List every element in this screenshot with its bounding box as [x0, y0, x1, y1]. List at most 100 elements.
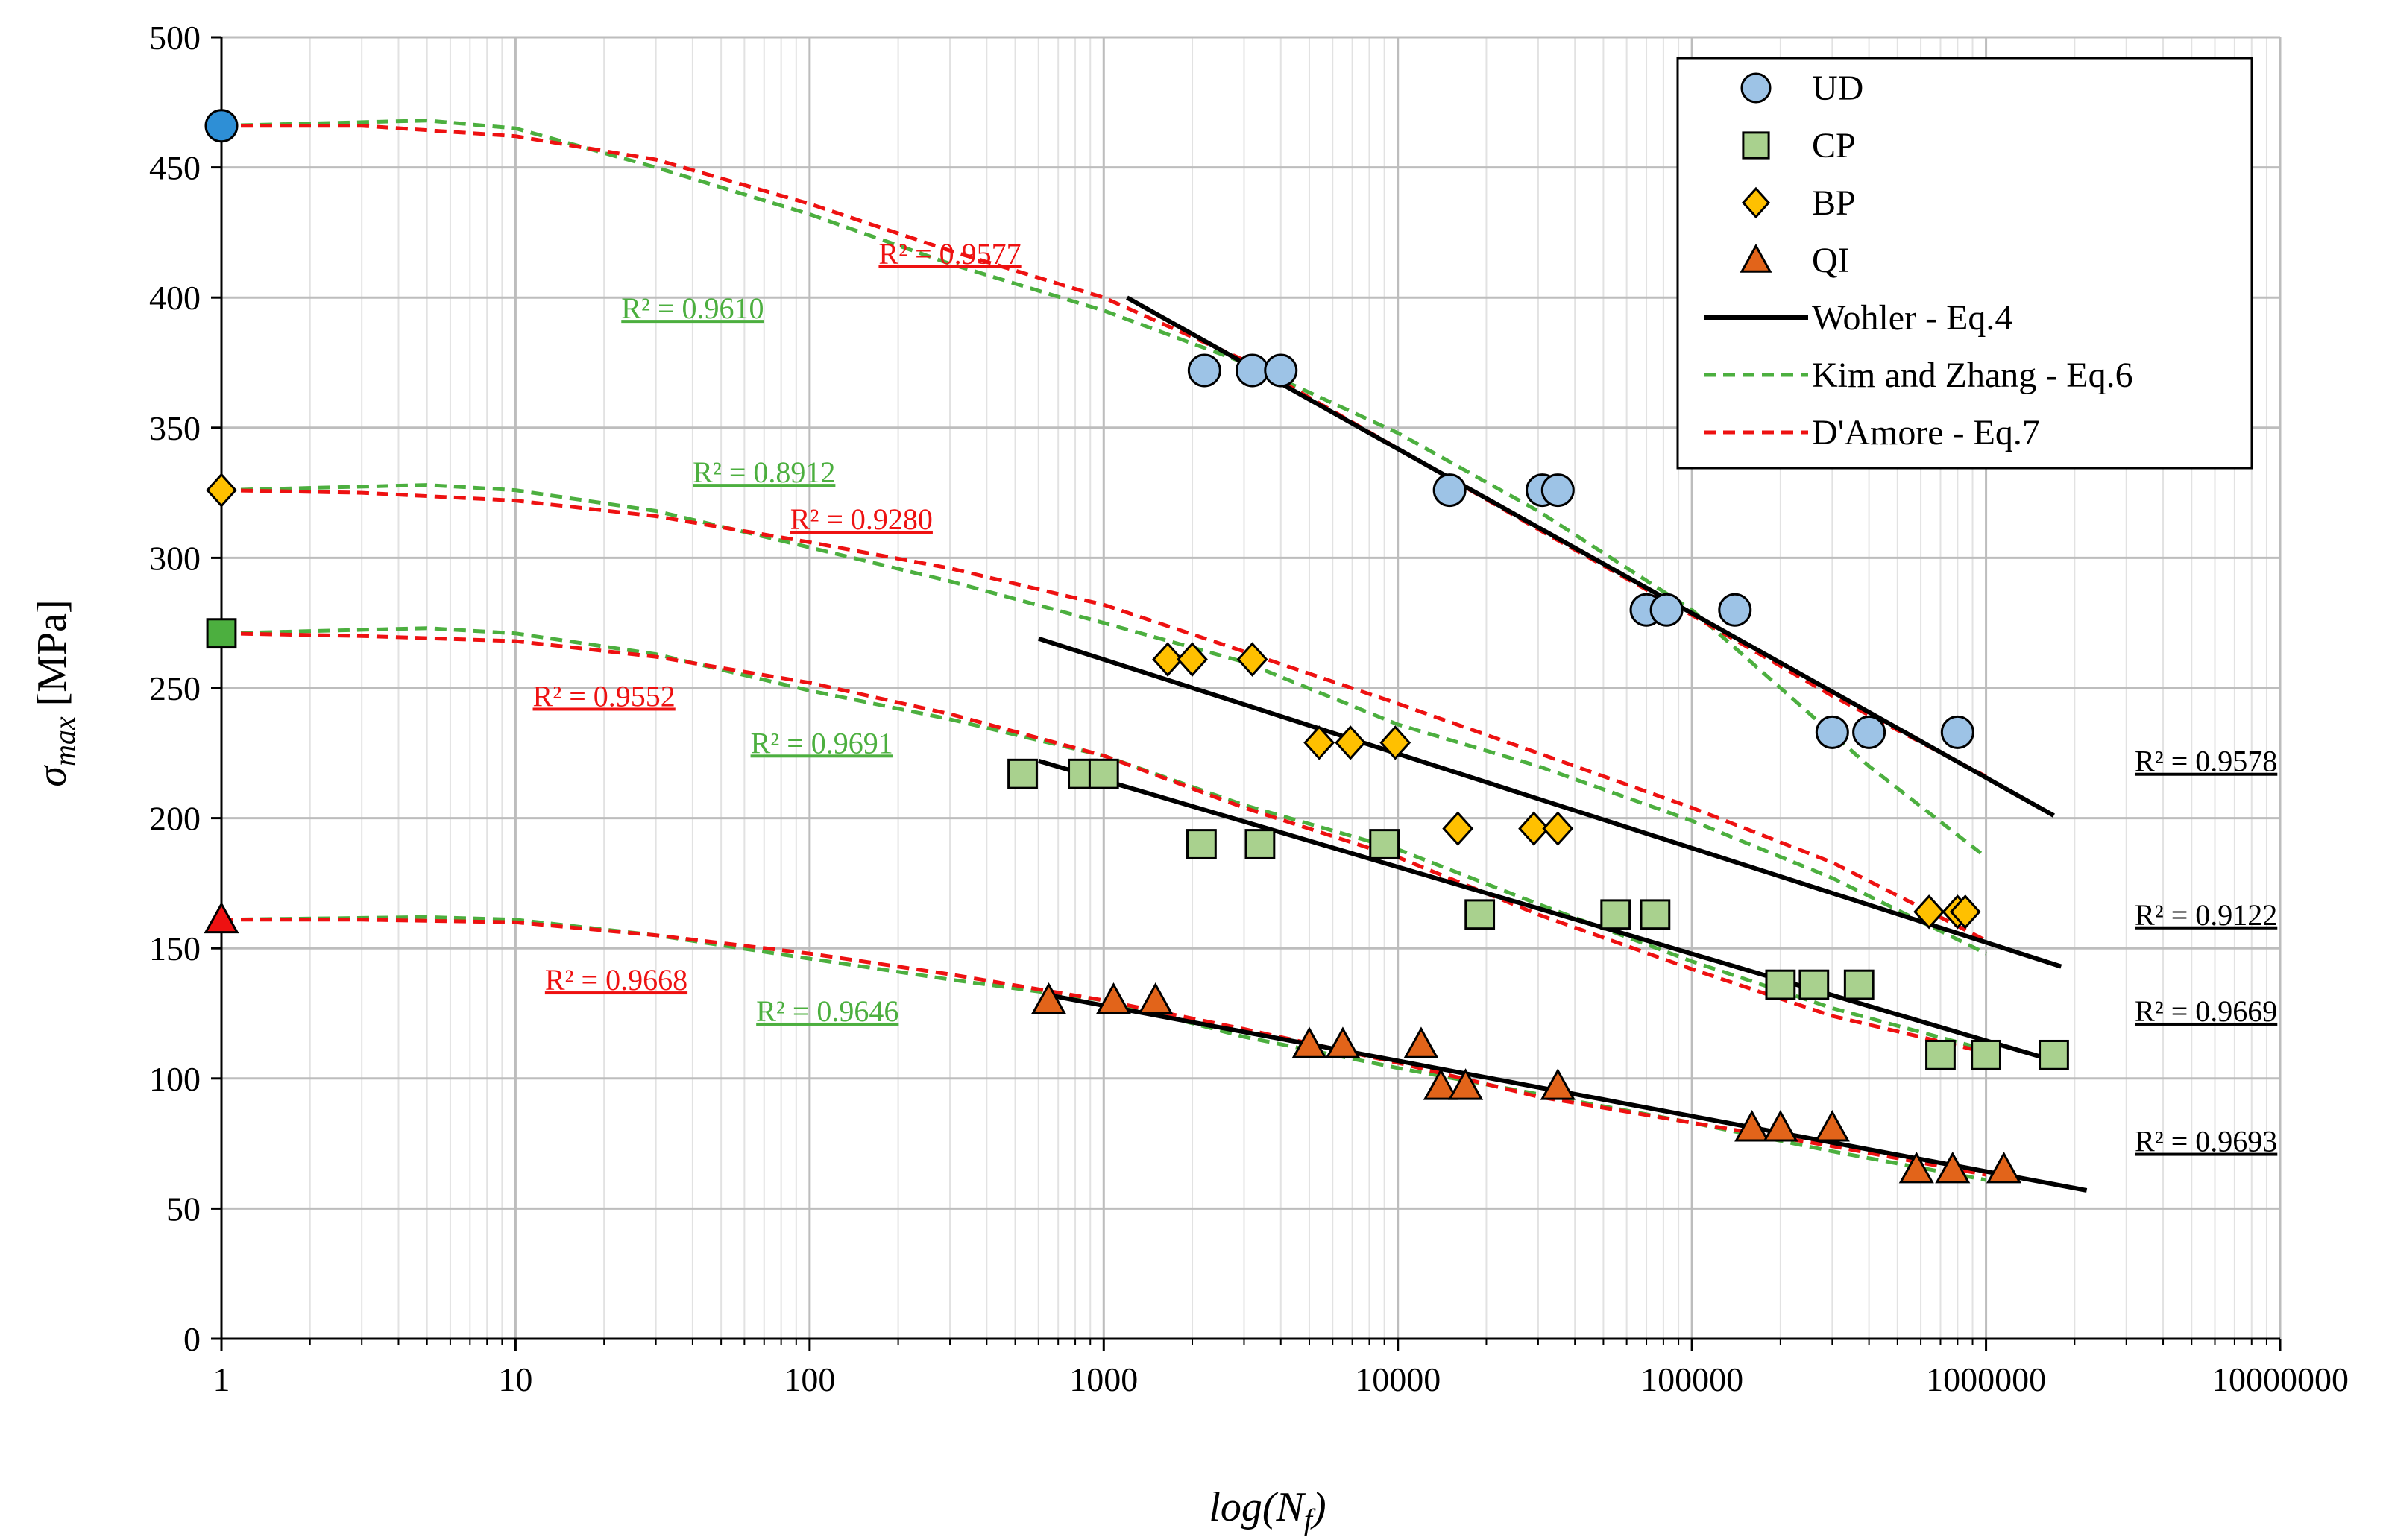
y-tick-label: 100 [149, 1060, 201, 1098]
cp-data-point [1600, 899, 1631, 930]
x-tick-labels: 1 10 100 1000 10000 100000 1000000 10000000 [213, 1360, 2349, 1398]
legend-label-damore: D'Amore - Eq.7 [1812, 413, 2040, 452]
r2-annotation: R² = 0.9691 [751, 726, 893, 760]
ud-data-point [1718, 593, 1752, 627]
legend: UD CP BP QI Wohler - Eq.4 Kim and Zhang - Eq.… [1676, 57, 2253, 470]
qi-data-point [1814, 1110, 1850, 1142]
cp-data-point [1640, 899, 1671, 930]
y-tick-label: 150 [149, 930, 201, 968]
cp-data-point [1971, 1039, 2001, 1070]
axes [211, 36, 2282, 1351]
bp-data-point [1913, 894, 1945, 930]
wohler-line-cp [1037, 758, 2062, 1065]
y-tick-label: 250 [149, 669, 201, 707]
y-axis-title: σmax [MPa] [29, 599, 81, 786]
bp-data-point [1177, 642, 1208, 677]
data-points [204, 109, 2069, 1184]
cp-data-point [1186, 829, 1217, 859]
bp-data-point [1152, 642, 1183, 677]
qi-data-point [1898, 1151, 1934, 1184]
legend-label-ud: UD [1812, 69, 1863, 108]
cp-static-point [206, 618, 237, 649]
r2-annotation: R² = 0.9122 [2135, 898, 2277, 932]
qi-data-point [1325, 1026, 1361, 1058]
y-tick-label: 500 [149, 19, 201, 57]
cp-data-point [1007, 758, 1038, 789]
ud-data-point [1432, 473, 1467, 508]
kim-zhang-curve-ud [221, 119, 1988, 859]
r2-annotations: R² = 0.9577 R² = 0.9610 R² = 0.8912 R² = 0.… [533, 237, 2278, 1158]
y-tick-label: 300 [149, 539, 201, 577]
y-tick-label: 0 [183, 1320, 201, 1358]
cp-data-point [1765, 969, 1796, 1000]
ud-static-point [204, 109, 239, 143]
qi-data-point [1734, 1110, 1770, 1142]
cp-data-point [1244, 829, 1276, 859]
r2-annotation: R² = 0.9280 [790, 502, 933, 536]
legend-marker-bp [1741, 186, 1771, 219]
ud-data-point [1649, 593, 1684, 627]
ud-data-point [1187, 353, 1221, 388]
bp-static-point [206, 473, 237, 508]
x-tick-label: 1 [213, 1360, 230, 1398]
bp-data-point [1442, 811, 1474, 846]
damore-curve-bp [221, 488, 1987, 942]
x-axis-title-base: log(N [1209, 1484, 1306, 1530]
damore-curve-qi [221, 918, 1987, 1177]
r2-annotation: R² = 0.9669 [2135, 994, 2277, 1028]
y-tick-label: 450 [149, 149, 201, 187]
y-axis-title-sub: max [48, 716, 81, 766]
qi-data-point [1030, 982, 1067, 1014]
qi-data-point [1935, 1151, 1971, 1184]
x-axis-title-close: ) [1310, 1484, 1326, 1530]
ud-data-point [1264, 353, 1298, 388]
y-axis-title-unit: [MPa] [29, 599, 75, 716]
qi-data-point [1540, 1068, 1576, 1100]
qi-data-point [1423, 1068, 1458, 1100]
r2-annotation: R² = 0.9646 [756, 994, 898, 1028]
y-tick-label: 400 [149, 279, 201, 317]
x-tick-label: 1000 [1069, 1360, 1138, 1398]
bp-data-point [1379, 725, 1411, 760]
legend-label-wohler: Wohler - Eq.4 [1812, 298, 2012, 338]
bp-data-point [1949, 894, 1981, 930]
bp-data-point [1303, 725, 1335, 760]
y-axis-title-sym: σ [29, 765, 75, 787]
y-tick-label: 350 [149, 409, 201, 447]
cp-data-point [1088, 758, 1119, 789]
r2-annotation: R² = 0.9552 [533, 679, 676, 713]
cp-data-point [1798, 969, 1830, 1000]
kim-zhang-curve-qi [221, 915, 1987, 1182]
bp-data-point [1518, 811, 1550, 846]
ud-data-point [1815, 715, 1849, 749]
r2-annotation: R² = 0.9577 [878, 237, 1021, 271]
legend-label-kim: Kim and Zhang - Eq.6 [1812, 356, 2133, 395]
legend-label-cp: CP [1812, 126, 1856, 165]
r2-annotation: R² = 0.9578 [2135, 745, 2277, 778]
qi-data-point [1138, 982, 1174, 1014]
ud-data-point [1236, 353, 1270, 388]
qi-data-point [1095, 982, 1132, 1014]
cp-data-point [1843, 969, 1875, 1000]
x-tick-label: 1000000 [1926, 1360, 2046, 1398]
ud-data-point [1940, 715, 1974, 749]
r2-annotation: R² = 0.9693 [2135, 1125, 2277, 1158]
cp-data-point [1464, 899, 1496, 930]
wohler-line-bp [1037, 636, 2062, 969]
damore-curve-cp [221, 631, 1987, 1055]
qi-data-point [1291, 1026, 1327, 1058]
x-tick-label: 10 [498, 1360, 532, 1398]
bp-data-point [1542, 811, 1574, 846]
legend-label-qi: QI [1812, 241, 1850, 280]
x-tick-label: 100000 [1640, 1360, 1743, 1398]
x-tick-label: 10000000 [2212, 1360, 2349, 1398]
legend-label-bp: BP [1812, 183, 1856, 223]
legend-box [1676, 57, 2253, 470]
bp-data-point [1335, 725, 1367, 760]
x-tick-label: 100 [784, 1360, 835, 1398]
y-tick-label: 50 [166, 1190, 201, 1228]
legend-marker-ud [1740, 72, 1772, 104]
kim-zhang-curve-bp [221, 483, 1987, 956]
x-axis-title: log(Nf) [1209, 1484, 1326, 1536]
